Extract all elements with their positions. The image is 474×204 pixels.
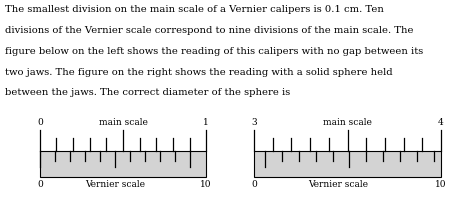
- Text: 3: 3: [251, 118, 257, 127]
- Text: figure below on the left shows the reading of this calipers with no gap between : figure below on the left shows the readi…: [5, 47, 423, 56]
- Bar: [40, 151, 206, 177]
- Text: 10: 10: [435, 180, 447, 189]
- Text: Vernier scale: Vernier scale: [308, 180, 368, 189]
- Text: between the jaws. The correct diameter of the sphere is: between the jaws. The correct diameter o…: [5, 88, 290, 97]
- Text: two jaws. The figure on the right shows the reading with a solid sphere held: two jaws. The figure on the right shows …: [5, 68, 392, 76]
- Text: 0: 0: [37, 180, 43, 189]
- Text: main scale: main scale: [99, 118, 147, 127]
- Text: The smallest division on the main scale of a Vernier calipers is 0.1 cm. Ten: The smallest division on the main scale …: [5, 5, 383, 14]
- Text: 0: 0: [37, 118, 43, 127]
- Text: 10: 10: [201, 180, 212, 189]
- Text: 0: 0: [251, 180, 257, 189]
- Text: 4: 4: [438, 118, 444, 127]
- Text: Vernier scale: Vernier scale: [85, 180, 145, 189]
- Text: 1: 1: [203, 118, 209, 127]
- Text: main scale: main scale: [323, 118, 372, 127]
- Bar: [254, 151, 441, 177]
- Text: divisions of the Vernier scale correspond to nine divisions of the main scale. T: divisions of the Vernier scale correspon…: [5, 26, 413, 35]
